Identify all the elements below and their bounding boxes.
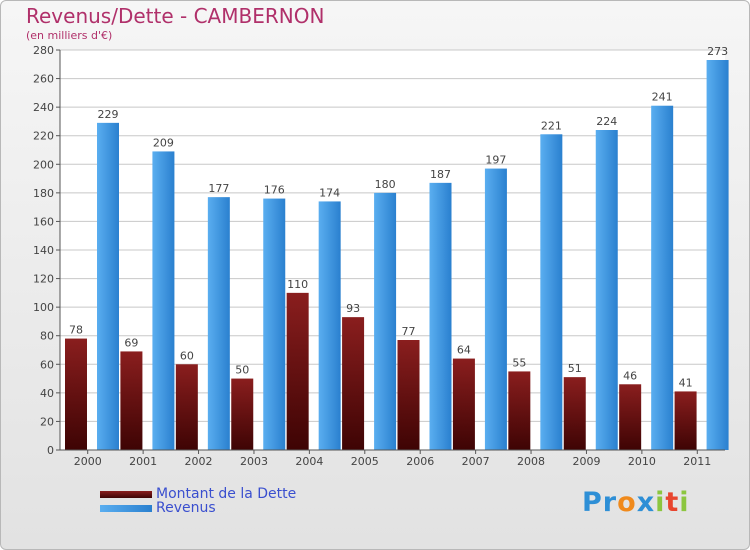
bar-dette <box>563 377 586 450</box>
data-label: 209 <box>153 136 174 149</box>
y-tick-label: 200 <box>33 158 54 171</box>
bar-revenus <box>318 201 341 450</box>
x-tick-label: 2001 <box>129 455 157 468</box>
data-label: 69 <box>124 336 138 349</box>
legend-swatch-debt <box>100 491 152 498</box>
bar-revenus <box>152 151 175 450</box>
y-tick-label: 100 <box>33 301 54 314</box>
data-label: 46 <box>623 369 637 382</box>
x-tick-label: 2006 <box>406 455 434 468</box>
bar-revenus <box>263 198 286 450</box>
x-tick-label: 2007 <box>462 455 490 468</box>
x-tick-label: 2005 <box>351 455 379 468</box>
bar-revenus <box>595 130 618 450</box>
data-label: 229 <box>98 108 119 121</box>
bar-dette <box>619 384 642 450</box>
y-tick-label: 40 <box>40 387 54 400</box>
chart-title: Revenus/Dette - CAMBERNON <box>26 4 325 28</box>
data-label: 224 <box>596 115 617 128</box>
data-label: 50 <box>235 364 249 377</box>
data-label: 177 <box>208 182 229 195</box>
bar-dette <box>120 351 143 450</box>
data-label: 64 <box>457 344 471 357</box>
data-label: 78 <box>69 324 83 337</box>
y-tick-label: 20 <box>40 415 54 428</box>
data-label: 77 <box>402 325 416 338</box>
legend-label-debt: Montant de la Dette <box>156 486 297 502</box>
bar-dette <box>674 391 697 450</box>
y-tick-label: 80 <box>40 330 54 343</box>
y-tick-label: 260 <box>33 73 54 86</box>
y-tick-label: 180 <box>33 187 54 200</box>
x-tick-label: 2008 <box>517 455 545 468</box>
data-label: 176 <box>264 184 285 197</box>
y-tick-label: 240 <box>33 101 54 114</box>
data-label: 93 <box>346 302 360 315</box>
data-label: 60 <box>180 349 194 362</box>
data-label: 174 <box>319 186 340 199</box>
bar-revenus <box>374 192 397 450</box>
x-tick-label: 2004 <box>295 455 323 468</box>
logo-letter: t <box>665 487 680 518</box>
bar-revenus <box>484 168 507 451</box>
y-tick-label: 220 <box>33 130 54 143</box>
data-label: 110 <box>287 278 308 291</box>
bar-dette <box>231 378 254 450</box>
data-label: 241 <box>652 91 673 104</box>
data-label: 273 <box>707 45 728 58</box>
x-tick-label: 2000 <box>74 455 102 468</box>
y-tick-label: 60 <box>40 358 54 371</box>
logo-letter: o <box>617 487 637 518</box>
bar-dette <box>508 371 531 450</box>
y-tick-label: 160 <box>33 215 54 228</box>
bar-revenus <box>207 197 230 450</box>
y-tick-label: 140 <box>33 244 54 257</box>
legend-swatch-revenus <box>100 505 152 512</box>
bar-revenus <box>429 182 452 450</box>
legend-label-revenus: Revenus <box>156 500 216 516</box>
logo-letter: x <box>636 487 656 518</box>
x-tick-label: 2003 <box>240 455 268 468</box>
y-tick-label: 120 <box>33 273 54 286</box>
logo-letter: P <box>582 487 603 518</box>
y-tick-label: 0 <box>47 444 54 457</box>
proxiti-logo: Proxiti <box>582 487 690 518</box>
chart-subtitle: (en milliers d'€) <box>26 29 113 42</box>
data-label: 187 <box>430 168 451 181</box>
y-tick-label: 280 <box>33 44 54 57</box>
logo-letter: i <box>655 487 666 518</box>
data-label: 55 <box>512 356 526 369</box>
bar-revenus <box>97 122 119 450</box>
bar-revenus <box>651 105 674 450</box>
bar-dette <box>342 317 365 450</box>
logo-letter: r <box>602 487 618 518</box>
x-tick-label: 2011 <box>683 455 711 468</box>
data-label: 197 <box>485 154 506 167</box>
logo-letter: i <box>679 487 690 518</box>
bar-revenus <box>706 60 729 450</box>
bar-dette <box>175 364 198 450</box>
data-label: 41 <box>679 376 693 389</box>
x-tick-label: 2010 <box>628 455 656 468</box>
data-label: 180 <box>375 178 396 191</box>
x-tick-label: 2002 <box>185 455 213 468</box>
bar-revenus <box>540 134 563 451</box>
bar-dette <box>286 292 309 450</box>
bar-dette <box>452 358 475 450</box>
data-label: 51 <box>568 362 582 375</box>
bar-dette <box>397 340 420 450</box>
data-label: 221 <box>541 119 562 132</box>
x-tick-label: 2009 <box>572 455 600 468</box>
bar-dette <box>65 338 87 450</box>
